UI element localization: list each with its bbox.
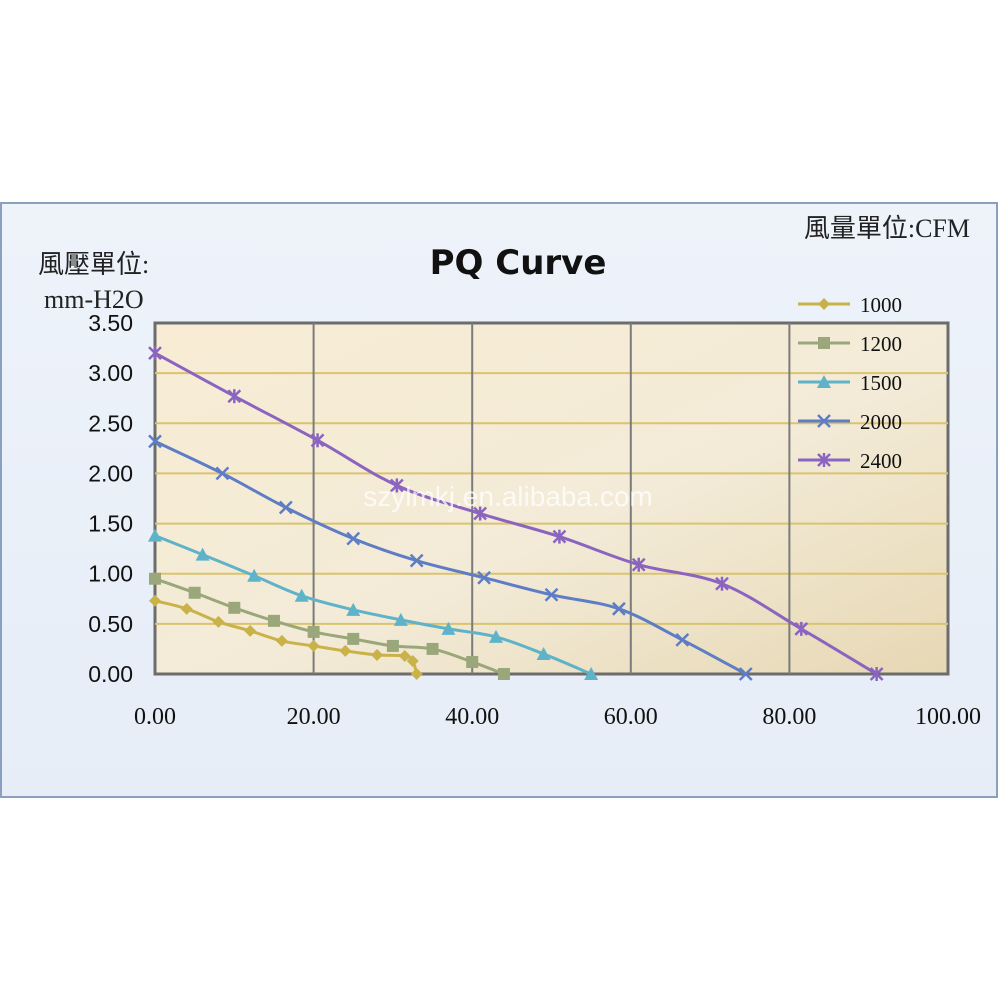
data-point-1000 [406, 654, 419, 667]
legend-marker-1000 [818, 298, 830, 310]
y-tick-label: 1.50 [88, 511, 133, 537]
data-point-2000 [738, 667, 753, 681]
x-tick-label: 0.00 [134, 704, 176, 730]
data-point-1000 [307, 639, 320, 652]
x-tick-label: 100.00 [915, 704, 981, 730]
data-point-2400 [715, 576, 729, 591]
data-point-1500 [294, 588, 309, 602]
data-point-1200 [466, 655, 479, 668]
legend-marker-1500 [817, 375, 831, 388]
data-point-2000 [215, 466, 230, 481]
data-point-1500 [393, 612, 408, 626]
data-point-2400 [227, 389, 242, 404]
data-point-1500 [346, 602, 361, 616]
x-tick-label: 80.00 [762, 704, 816, 730]
data-point-1200 [267, 614, 280, 627]
x-tick-label: 20.00 [287, 704, 341, 730]
data-point-1500 [488, 629, 503, 643]
series-layer [148, 346, 884, 681]
data-point-1500 [536, 646, 551, 660]
legend-label-2000: 2000 [860, 410, 902, 434]
data-point-1000 [398, 649, 411, 662]
legend-label-1500: 1500 [860, 371, 902, 395]
y-tick-label: 3.50 [88, 310, 133, 336]
y-tick-label: 0.50 [88, 611, 133, 637]
data-point-1000 [244, 624, 257, 637]
legend: 1000 1200 1500 2000 2400 [798, 293, 902, 473]
y-tick-label: 0.00 [88, 661, 133, 687]
x-tick-label: 60.00 [604, 704, 658, 730]
data-point-2400 [148, 346, 162, 361]
data-point-2000 [346, 531, 361, 546]
grid [155, 323, 948, 674]
data-point-2400 [389, 478, 404, 493]
legend-label-1200: 1200 [860, 332, 902, 356]
data-point-2400 [473, 506, 488, 521]
data-point-1200 [149, 572, 161, 585]
series-line-2000 [154, 439, 747, 676]
legend-marker-2000 [817, 414, 831, 428]
chart-title: PQ Curve [430, 243, 607, 283]
data-point-1500 [247, 568, 262, 582]
series-line-1500 [154, 534, 592, 676]
x-axis-ticks: 0.00 20.00 40.00 60.00 80.00 100.00 [134, 704, 981, 730]
data-point-1000 [410, 668, 423, 680]
data-point-1200 [497, 668, 510, 680]
data-point-1000 [339, 644, 352, 657]
data-point-1200 [426, 642, 439, 655]
data-point-1500 [584, 667, 599, 680]
data-point-2000 [675, 633, 690, 647]
y-tick-label: 2.50 [88, 410, 133, 436]
data-point-1000 [275, 634, 288, 647]
legend-label-1000: 1000 [860, 293, 902, 317]
x-unit-label: 風量單位:CFM [804, 214, 970, 243]
data-point-1200 [188, 586, 201, 599]
data-point-1000 [180, 602, 193, 615]
data-point-2400 [310, 433, 325, 448]
data-point-1000 [149, 594, 161, 607]
data-point-2000 [409, 553, 424, 568]
y-tick-label: 1.00 [88, 561, 133, 587]
y-tick-label: 2.00 [88, 460, 133, 486]
y-tick-label: 3.00 [88, 360, 133, 386]
data-point-2000 [148, 434, 162, 449]
data-point-2000 [477, 570, 491, 585]
data-point-1500 [148, 528, 162, 542]
data-point-2400 [631, 557, 646, 572]
data-point-1500 [441, 621, 456, 635]
data-point-2000 [278, 500, 293, 515]
data-point-2400 [869, 667, 884, 681]
x-tick-label: 40.00 [445, 704, 499, 730]
legend-marker-2400 [817, 453, 831, 467]
data-point-2000 [544, 587, 559, 602]
y-unit-label-line2: mm-H2O [44, 285, 144, 314]
y-unit-label-line1: 風壓單位: [38, 250, 149, 279]
data-point-1200 [386, 639, 399, 652]
legend-label-2400: 2400 [860, 449, 902, 473]
data-point-2400 [552, 529, 567, 544]
data-point-1500 [195, 547, 210, 561]
data-point-2000 [612, 601, 626, 616]
data-point-1000 [212, 615, 225, 628]
y-axis-ticks: 0.00 0.50 1.00 1.50 2.00 2.50 3.00 3.50 [88, 310, 133, 687]
data-point-2400 [794, 621, 809, 636]
data-point-1200 [228, 601, 241, 614]
data-point-1200 [347, 632, 360, 645]
watermark: szylmkj.en.alibaba.com [363, 481, 652, 512]
series-line-1200 [154, 577, 505, 676]
data-point-1000 [371, 648, 384, 661]
legend-marker-1200 [818, 337, 830, 349]
data-point-1200 [307, 625, 320, 638]
series-line-2400 [154, 351, 878, 676]
